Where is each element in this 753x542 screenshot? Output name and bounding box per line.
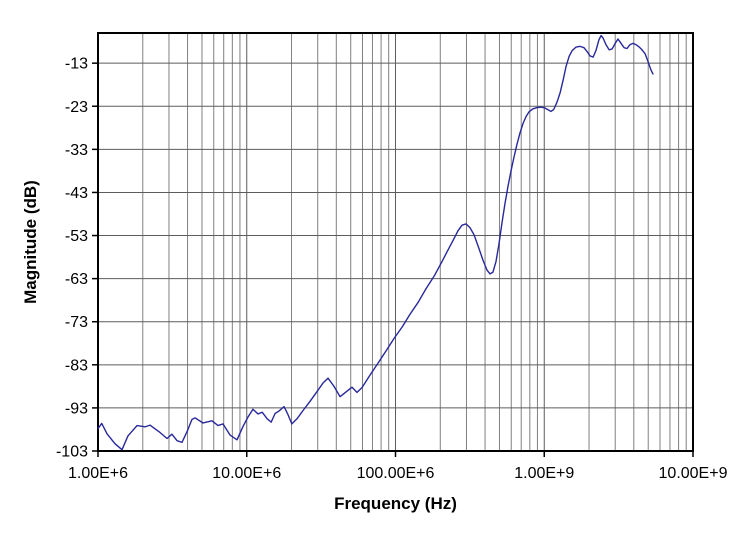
y-tick-label: -83 (65, 357, 88, 374)
y-tick-label: -63 (65, 271, 88, 288)
y-tick-label: -43 (65, 185, 88, 202)
major-gridlines (246, 33, 545, 451)
x-tick-label: 10.00E+9 (659, 465, 728, 482)
x-tick-label: 1.00E+9 (514, 465, 574, 482)
x-tick-labels: 1.00E+6 10.00E+6 100.00E+6 1.00E+9 10.00E+9 (68, 465, 728, 482)
y-tick-label: -93 (65, 400, 88, 417)
plot-border (97, 32, 694, 452)
x-tick-label: 100.00E+6 (357, 465, 435, 482)
minor-gridlines (142, 33, 687, 451)
y-tick-label: -13 (65, 56, 88, 73)
x-tick-label: 10.00E+6 (212, 465, 281, 482)
x-axis-title: Frequency (Hz) (334, 494, 457, 513)
x-tick-label: 1.00E+6 (68, 465, 128, 482)
magnitude-curve (97, 34, 654, 451)
y-tick-label: -33 (65, 142, 88, 159)
y-tick-label: -23 (65, 99, 88, 116)
y-tick-label: -53 (65, 228, 88, 245)
y-tick-labels: -13 -23 -33 -43 -53 -63 -73 -83 -93 -103 (56, 56, 88, 461)
horizontal-gridlines (98, 62, 693, 409)
y-tick-label: -103 (56, 444, 88, 461)
y-axis-title: Magnitude (dB) (21, 180, 40, 304)
axis-tick-marks (92, 62, 694, 457)
y-tick-label: -73 (65, 314, 88, 331)
